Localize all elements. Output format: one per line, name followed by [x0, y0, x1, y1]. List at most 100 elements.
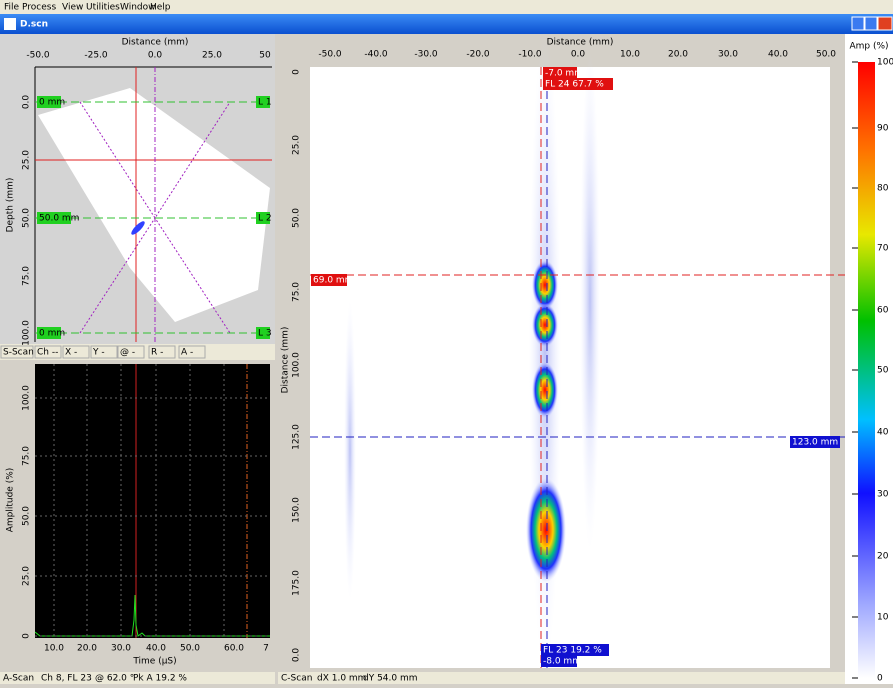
y-tick-label: 0	[22, 633, 32, 639]
x-tick-label: 10.0	[620, 50, 640, 60]
axis-title: Time (µS)	[132, 657, 176, 667]
indication	[131, 221, 145, 235]
cursor-label-box	[543, 78, 613, 90]
axis-title: Distance (mm)	[281, 327, 291, 394]
colorbar-tick-label: 0	[877, 674, 883, 684]
menu-bar	[0, 0, 893, 14]
cursor-label-box	[541, 644, 609, 656]
minimize-button[interactable]	[851, 16, 865, 31]
indication	[532, 303, 558, 347]
colorbar-tick-label: 100	[877, 58, 893, 68]
gate-label-box	[37, 327, 61, 339]
colorbar-tick-label: 60	[877, 306, 889, 316]
colorbar-tick-label: 20	[877, 552, 889, 562]
status-text: X -	[65, 348, 77, 358]
menu-item[interactable]: Process	[22, 3, 56, 13]
status-field	[148, 345, 176, 359]
y-tick-label: 0	[292, 69, 302, 75]
cursor-label: 123.0 mm	[792, 438, 838, 448]
x-tick-label: 10.0	[44, 644, 64, 654]
gate-label-box	[256, 212, 270, 224]
cursor-label: FL 23 19.2 %	[543, 646, 602, 656]
y-tick-label: 25.0	[22, 150, 32, 170]
status-text: Pk A 19.2 %	[133, 674, 187, 684]
status-field	[34, 345, 62, 359]
cursor-label: FL 24 67.7 %	[545, 80, 604, 90]
x-tick-label: -40.0	[364, 50, 388, 60]
gate-label: 0 mm	[39, 329, 65, 339]
status-field	[0, 345, 34, 359]
menu-item[interactable]: View	[62, 3, 83, 13]
x-tick-label: 20.0	[668, 50, 688, 60]
y-tick-label: 125.0	[292, 424, 302, 450]
y-tick-label: 0.0	[292, 648, 302, 663]
restore-button[interactable]	[864, 16, 878, 31]
colorbar-tick-label: 40	[877, 428, 889, 438]
colorbar-tick-label: 30	[877, 490, 889, 500]
menu-item[interactable]: Help	[150, 3, 171, 13]
axis-title: Distance (mm)	[122, 38, 189, 48]
x-tick-label: -50.0	[318, 50, 342, 60]
gate-label-box	[256, 327, 270, 339]
colorbar-tick-label: 90	[877, 124, 889, 134]
menu-item[interactable]: Utilities	[86, 3, 120, 13]
status-field	[90, 345, 118, 359]
status-text: C-Scan	[281, 674, 312, 684]
gate-label-box	[37, 96, 61, 108]
y-tick-label: 50.0	[22, 506, 32, 526]
y-tick-label: 150.0	[292, 497, 302, 523]
cursor-label-box	[543, 67, 577, 79]
indication	[526, 478, 566, 582]
x-tick-label: -10.0	[518, 50, 542, 60]
colorbar	[858, 62, 875, 678]
x-tick-label: 40.0	[146, 644, 166, 654]
y-tick-label: 75.0	[292, 282, 302, 302]
x-tick-label: -30.0	[414, 50, 438, 60]
x-tick-label: -25.0	[84, 51, 108, 61]
status-text: @ 62.0 °	[95, 674, 134, 684]
status-text: dY 54.0 mm	[363, 674, 418, 684]
x-tick-label: 25.0	[202, 51, 222, 61]
window-title: D.scn	[20, 20, 48, 30]
x-tick-label: 0.0	[148, 51, 163, 61]
gate-label: 0 mm	[39, 98, 65, 108]
x-tick-label: 50.0	[180, 644, 200, 654]
status-text: R -	[151, 348, 163, 358]
status-text: dX 1.0 mm	[317, 674, 366, 684]
x-tick-label: 40.0	[768, 50, 788, 60]
sscan-fan	[38, 88, 270, 322]
x-tick-label: -50.0	[26, 51, 50, 61]
cscan-plot	[310, 67, 830, 668]
menu-item[interactable]: File	[4, 3, 20, 13]
y-tick-label: 50.0	[22, 208, 32, 228]
y-tick-label: 100.0	[292, 352, 302, 378]
status-text: A -	[181, 348, 193, 358]
title-bar	[0, 14, 893, 34]
menu-item[interactable]: Window	[120, 3, 156, 13]
cursor-label-box	[541, 655, 577, 667]
gate-label: L 1	[258, 98, 272, 108]
status-text: @ -	[120, 348, 135, 358]
y-tick-label: 75.0	[22, 446, 32, 466]
status-text: Ch 8, FL 23	[41, 674, 92, 684]
y-tick-label: 100.0	[22, 320, 32, 346]
status-text: S-Scan	[3, 348, 34, 358]
ascan-plot	[35, 364, 270, 638]
status-field	[117, 345, 145, 359]
y-tick-label: 25.0	[22, 566, 32, 586]
gate-label: L 3	[258, 329, 272, 339]
cursor-label: -8.0 mm	[543, 657, 581, 667]
status-text: Y -	[92, 348, 105, 358]
colorbar-tick-label: 80	[877, 184, 889, 194]
axis-title: Amplitude (%)	[6, 468, 16, 533]
status-text: A-Scan	[3, 674, 34, 684]
close-button[interactable]	[877, 16, 893, 31]
y-tick-label: 0.0	[22, 95, 32, 110]
colorbar-tick-label: 10	[877, 613, 889, 623]
cursor-label-box	[790, 436, 840, 448]
indication	[532, 362, 558, 418]
x-tick-label: 50	[259, 51, 271, 61]
ascan-signal	[34, 594, 270, 637]
status-text: Ch --	[37, 348, 58, 358]
